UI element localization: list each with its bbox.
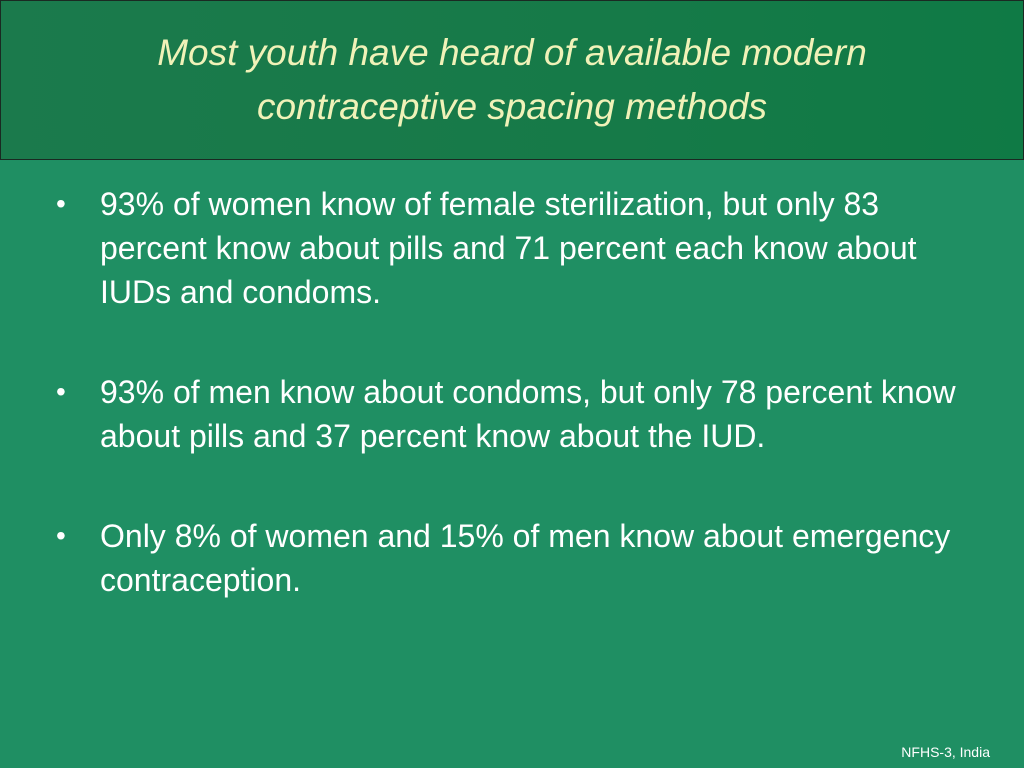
bullet-item: • 93% of men know about condoms, but onl… <box>56 370 976 458</box>
slide-title: Most youth have heard of available moder… <box>157 32 867 127</box>
bullet-text: 93% of men know about condoms, but only … <box>100 374 956 454</box>
bullet-text: 93% of women know of female sterilizatio… <box>100 186 917 310</box>
bullet-list: • 93% of women know of female sterilizat… <box>56 182 976 658</box>
bullet-icon: • <box>56 188 66 219</box>
bullet-item: • 93% of women know of female sterilizat… <box>56 182 976 314</box>
bullet-icon: • <box>56 520 66 551</box>
bullet-text: Only 8% of women and 15% of men know abo… <box>100 518 951 598</box>
bullet-item: • Only 8% of women and 15% of men know a… <box>56 514 976 602</box>
bullet-icon: • <box>56 376 66 407</box>
title-bar: Most youth have heard of available moder… <box>0 0 1024 160</box>
source-note: NFHS-3, India <box>901 744 990 760</box>
